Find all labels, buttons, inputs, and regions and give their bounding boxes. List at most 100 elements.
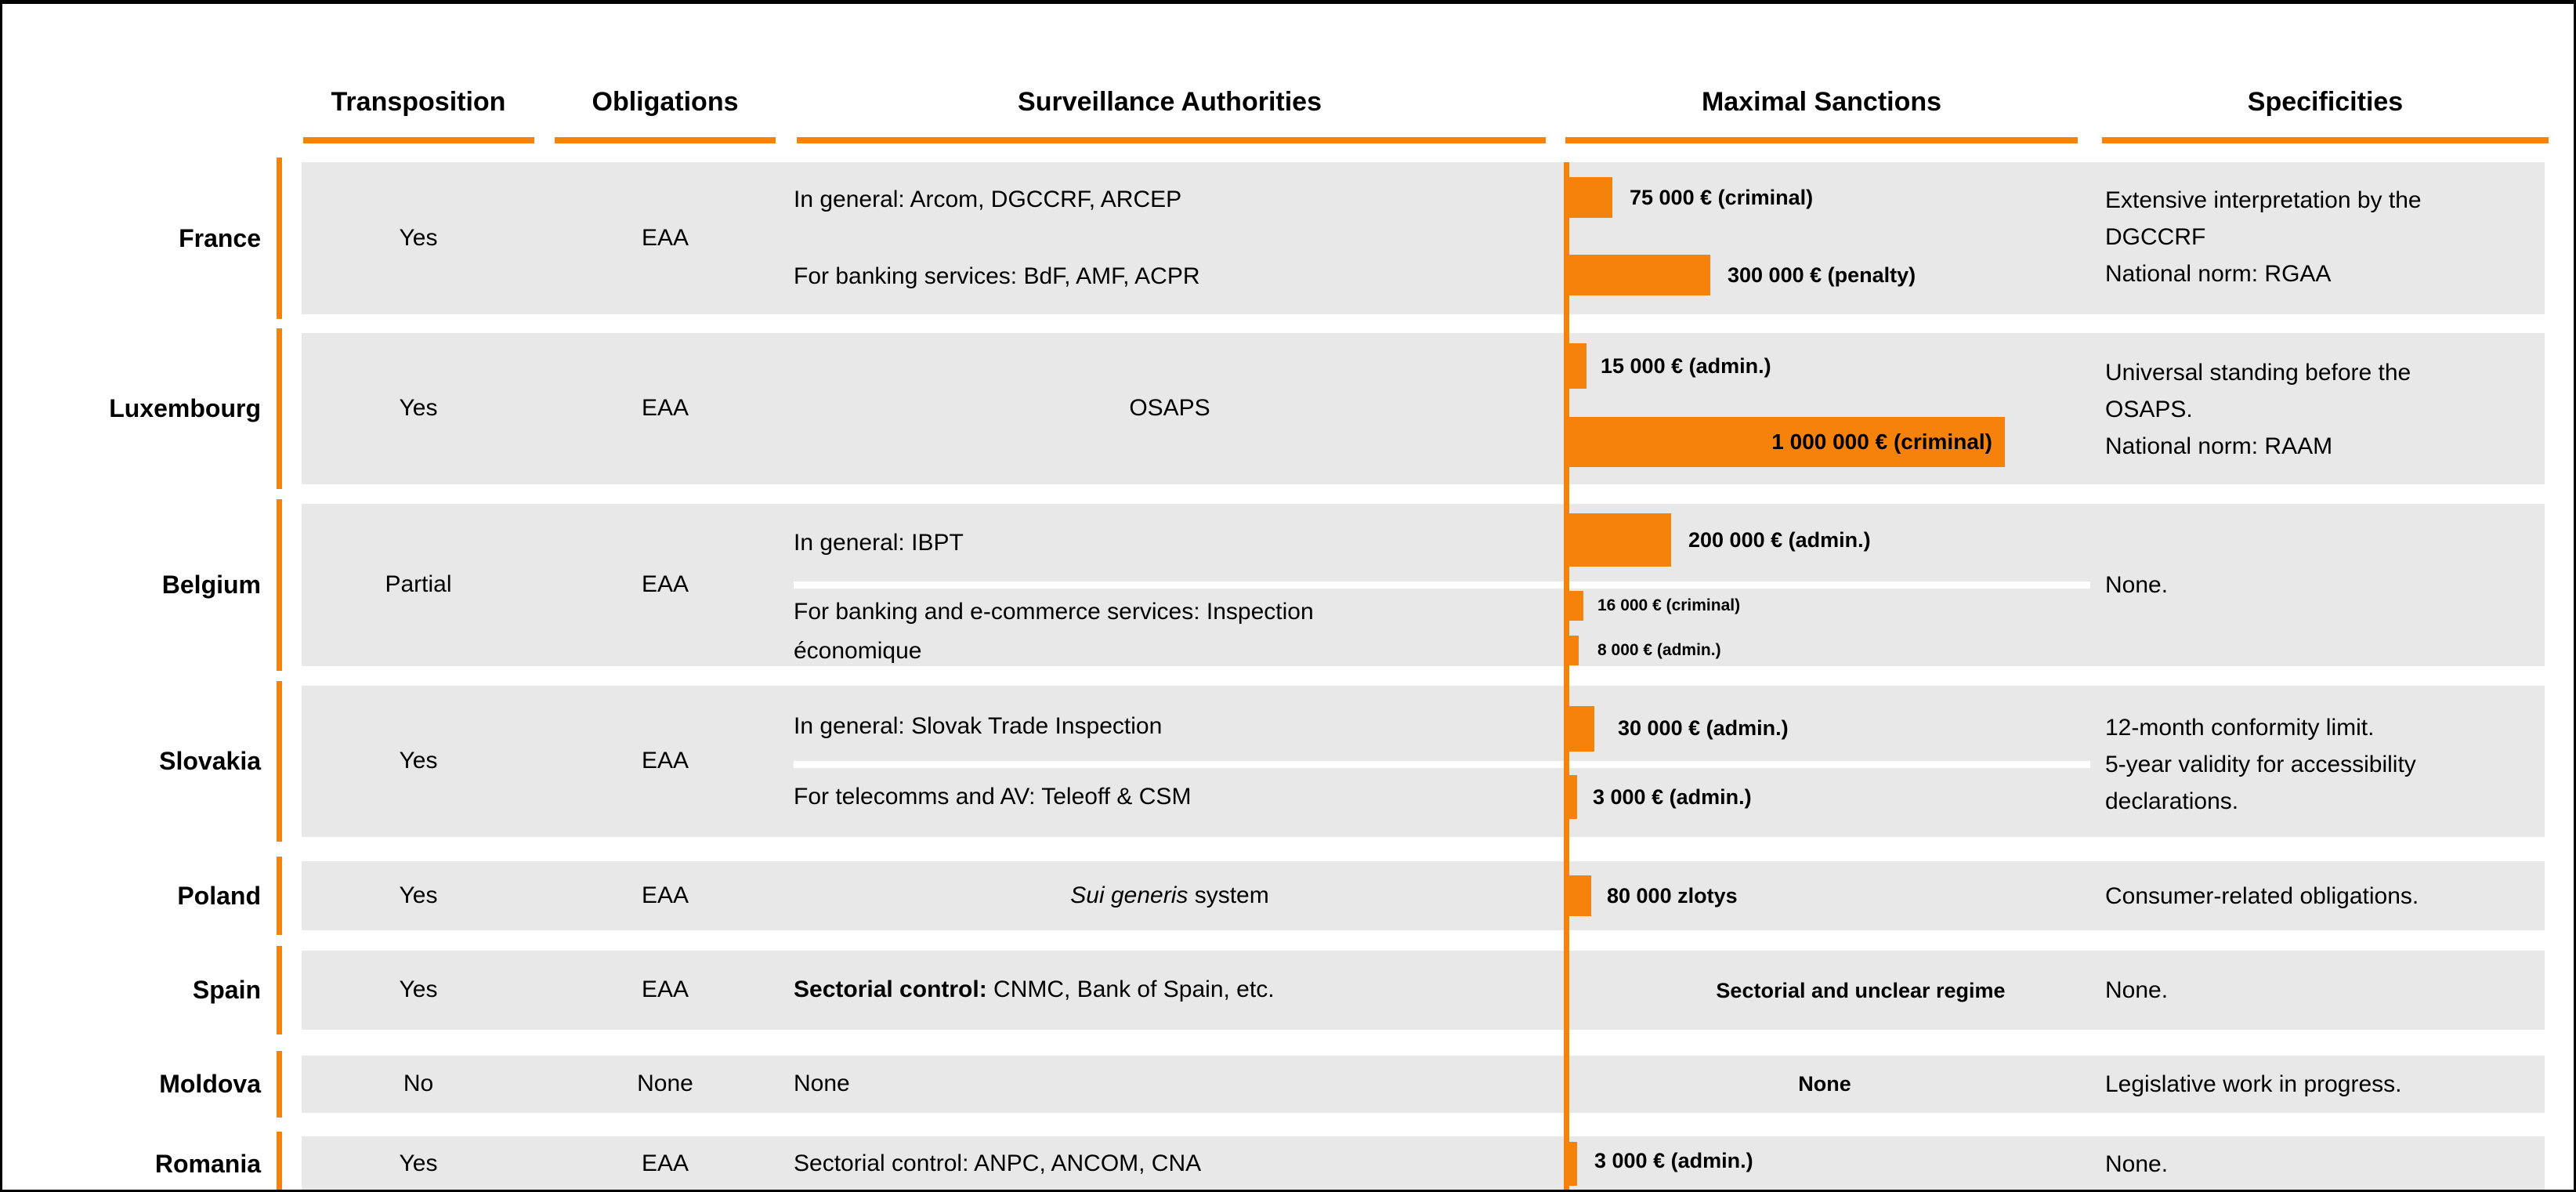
row-band [302,861,2545,930]
specificity-line: National norm: RAAM [2105,433,2333,459]
subrow-divider [794,761,2090,768]
specificities-text: None. [2105,567,2560,603]
specificity-line: Legislative work in progress. [2105,1071,2402,1097]
sanction-bar [1569,343,1586,389]
surveillance-line: Sectorial control: CNMC, Bank of Spain, … [794,975,1577,1005]
column-header-transposition: Transposition [331,87,506,117]
surveillance-line: économique [794,638,922,664]
sanction-bar [1569,417,2005,467]
specificity-line: OSAPS. [2105,397,2193,422]
sanction-label: 15 000 € (admin.) [1601,354,1771,378]
sanction-regime-note: None [1798,1072,1851,1096]
specificities-text: Extensive interpretation by the DGCCRF N… [2105,182,2560,292]
sanction-label: 75 000 € (criminal) [1630,186,1814,209]
row-band [302,333,2545,484]
country-label: Romania [154,1150,261,1178]
specificity-line: National norm: RGAA [2105,261,2332,287]
surveillance-line: Sui generis system [935,881,1405,911]
sanction-bar [1569,255,1710,295]
row-tick [277,857,282,935]
surveillance-line: None [794,1071,850,1096]
specificity-line: Universal standing before the [2105,360,2411,386]
header-underline [2102,137,2549,143]
row-band [302,951,2545,1030]
sanction-bar [1569,875,1591,916]
country-label: Moldova [159,1070,261,1098]
header-underline [1565,137,2078,143]
obligations-value: EAA [641,748,689,774]
specificity-line: 5-year validity for accessibility [2105,752,2416,777]
surveillance-line: Sectorial control: ANPC, ANCOM, CNA [794,1150,1202,1176]
country-label: Belgium [161,571,261,599]
row-tick [277,681,282,842]
country-label: Poland [177,882,261,910]
sanction-bar [1569,706,1594,752]
surveillance-line: In general: Arcom, DGCCRF, ARCEP [794,187,1182,212]
specificity-line: DGCCRF [2105,224,2206,250]
specificities-text: 12-month conformity limit. 5-year validi… [2105,709,2560,820]
sanction-bar [1569,775,1577,819]
specificity-line: None. [2105,1151,2169,1177]
specificity-line: None. [2105,572,2169,598]
surveillance-line: For banking services: BdF, AMF, ACPR [794,263,1200,289]
obligations-value: EAA [641,395,689,421]
surveillance-line: For banking and e-commerce services: Ins… [794,599,1314,625]
latin-term: Sui generis [1070,882,1189,908]
sanction-label: 8 000 € (admin.) [1597,641,1721,659]
obligations-value: EAA [641,225,689,251]
specificities-text: Universal standing before the OSAPS. Nat… [2105,354,2560,465]
sanction-regime-note: Sectorial and unclear regime [1716,979,2006,1002]
specificities-text: None. [2105,1146,2560,1183]
sanction-label: 1 000 000 € (criminal) [1771,429,1992,454]
surveillance-line-prefix: Sectorial control: [794,976,987,1002]
column-header-obligations: Obligations [592,87,739,117]
transposition-value: Yes [399,225,438,251]
obligations-value: EAA [641,1150,689,1176]
country-label: France [179,224,261,252]
surveillance-line: In general: Slovak Trade Inspection [794,713,1163,739]
row-band [302,1136,2545,1190]
transposition-value: Yes [399,976,438,1002]
row-band [302,1056,2545,1113]
country-label: Luxembourg [109,394,261,422]
obligations-value: EAA [641,976,689,1002]
sanction-bar [1569,1142,1577,1186]
sanction-label: 80 000 zlotys [1607,884,1738,908]
specificity-line: declarations. [2105,788,2239,814]
obligations-value: None [637,1071,693,1096]
country-label: Slovakia [159,747,261,775]
sanction-label: 30 000 € (admin.) [1618,716,1789,740]
specificities-text: Consumer-related obligations. [2105,878,2560,915]
sanction-label: 3 000 € (admin.) [1594,1149,1753,1172]
specificity-line: 12-month conformity limit. [2105,715,2375,741]
subrow-divider [794,582,2090,589]
obligations-value: EAA [641,882,689,908]
header-underline [797,137,1546,143]
surveillance-line-rest: CNMC, Bank of Spain, etc. [986,976,1275,1002]
transposition-value: Yes [399,748,438,774]
row-tick [277,946,282,1034]
header-underline [303,137,534,143]
sanction-label: 3 000 € (admin.) [1593,785,1752,809]
country-label: Spain [192,976,261,1004]
transposition-value: Yes [399,395,438,421]
row-tick [277,1132,282,1190]
sanction-label: 300 000 € (penalty) [1728,263,1916,287]
row-tick [277,1051,282,1118]
specificity-line: Consumer-related obligations. [2105,883,2419,909]
transposition-value: Yes [399,1150,438,1176]
row-tick [277,499,282,671]
specificities-text: None. [2105,972,2560,1009]
surveillance-line: OSAPS [1129,395,1210,421]
sanctions-axis-line [1564,162,1569,1190]
row-tick [277,158,282,319]
transposition-value: Partial [385,571,452,597]
specificities-text: Legislative work in progress. [2105,1066,2560,1103]
sanction-bar [1569,177,1612,218]
row-band [302,162,2545,314]
surveillance-line: For telecomms and AV: Teleoff & CSM [794,784,1192,810]
specificity-line: Extensive interpretation by the [2105,187,2422,213]
column-header-maximal-sanctions: Maximal Sanctions [1701,87,1942,117]
surveillance-line-rest: system [1188,882,1269,908]
